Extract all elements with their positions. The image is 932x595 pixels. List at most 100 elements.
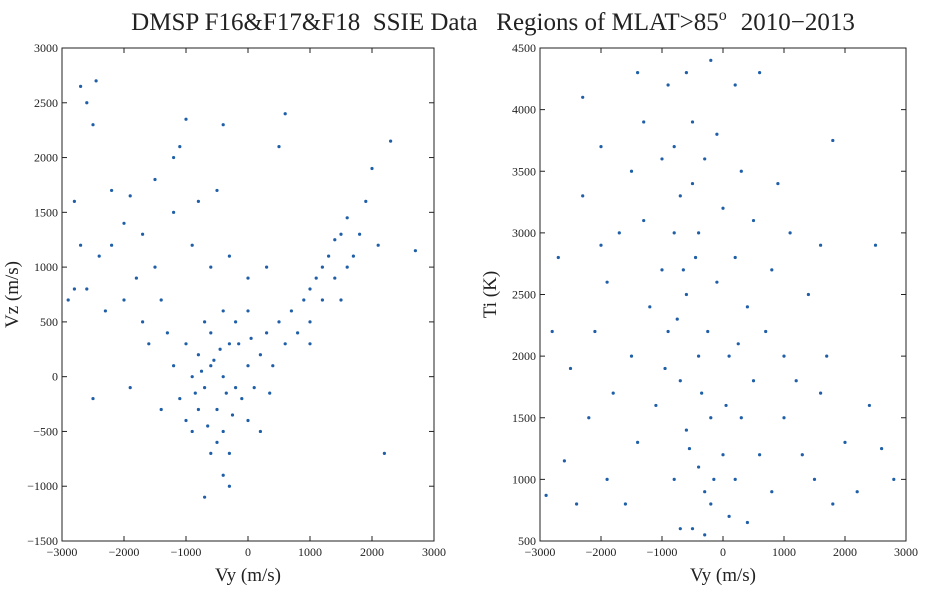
scatter-point [351, 254, 355, 258]
scatter-point [258, 353, 262, 357]
scatter-point [629, 354, 634, 358]
scatter-point [700, 391, 704, 395]
y-tick-label: 2000 [34, 151, 58, 165]
y-tick-label: 1500 [34, 205, 58, 219]
scatter-point [642, 120, 646, 124]
scatter-point [358, 232, 362, 236]
scatter-point [221, 375, 225, 379]
scatter-point [739, 416, 743, 420]
y-tick-label: 4000 [512, 103, 536, 117]
scatter-point [333, 276, 337, 280]
x-tick-label: 0 [720, 545, 726, 559]
y-tick-label: 3000 [512, 226, 536, 240]
scatter-point [736, 342, 740, 346]
scatter-point [370, 166, 374, 171]
scatter-point [855, 490, 859, 494]
scatter-point [203, 386, 207, 390]
scatter-point [234, 386, 238, 390]
scatter-point [721, 206, 725, 210]
scatter-point [193, 391, 197, 395]
scatter-point [623, 502, 628, 506]
x-tick-label: −3000 [525, 545, 556, 559]
scatter-point [246, 276, 250, 280]
scatter-point [758, 71, 762, 75]
scatter-point [636, 440, 640, 444]
scatter-point [712, 477, 716, 481]
scatter-point [819, 391, 823, 395]
scatter-point [675, 317, 679, 321]
scatter-point [184, 342, 188, 346]
scatter-point [209, 331, 213, 335]
scatter-point [79, 84, 83, 88]
scatter-point [258, 429, 262, 434]
scatter-point [709, 58, 713, 62]
scatter-point [413, 249, 417, 253]
scatter-point [230, 413, 235, 417]
x-tick-label: −2000 [109, 545, 140, 559]
scatter-point [110, 243, 114, 247]
y-tick-label: 2500 [512, 288, 536, 302]
scatter-point [697, 354, 701, 358]
y-tick-label: 2000 [512, 349, 536, 363]
scatter-point [745, 520, 750, 525]
scatter-point [709, 502, 713, 506]
scatter-point [617, 231, 621, 235]
scatter-point [666, 329, 670, 334]
scatter-point [172, 155, 176, 160]
scatter-point [794, 379, 798, 383]
scatter-point [308, 342, 312, 346]
scatter-point [184, 117, 188, 121]
scatter-point [72, 287, 76, 291]
scatter-point [277, 145, 281, 149]
scatter-point [706, 329, 710, 334]
scatter-point [599, 145, 603, 149]
x-tick-label: 2000 [833, 545, 857, 559]
scatter-point [593, 329, 597, 334]
x-tick-label: −2000 [586, 545, 617, 559]
plot-frame [61, 47, 435, 542]
y-tick-label: −1500 [27, 534, 58, 548]
x-tick-label: 2000 [360, 545, 384, 559]
scatter-point [203, 495, 207, 499]
scatter-point [79, 243, 83, 247]
y-tick-label: 4500 [512, 41, 536, 55]
plot [544, 58, 896, 537]
scatter-point [758, 453, 762, 457]
scatter-point [218, 347, 222, 351]
scatter-point [831, 502, 835, 506]
scatter-point [666, 83, 670, 87]
scatter-point [215, 407, 219, 412]
scatter-point [389, 139, 393, 143]
y-tick-label: −500 [33, 424, 58, 438]
scatter-point [240, 396, 244, 401]
y-tick-label: 0 [52, 370, 58, 384]
scatter-point [544, 493, 548, 497]
scatter-point [283, 342, 287, 346]
y-tick-label: 3000 [34, 41, 58, 55]
y-axis-label: Ti (K) [480, 271, 501, 318]
y-tick-label: 500 [40, 315, 58, 329]
scatter-point [224, 391, 228, 395]
scatter-point [575, 502, 579, 506]
scatter-point [764, 329, 768, 334]
scatter-point [227, 342, 231, 346]
scatter-point [715, 132, 719, 136]
scatter-point [320, 298, 324, 302]
scatter-point [605, 280, 609, 284]
x-tick-label: 0 [245, 545, 251, 559]
scatter-point [234, 320, 238, 324]
scatter-point [880, 446, 884, 451]
scatter-point [227, 451, 231, 455]
scatter-point [684, 428, 689, 432]
scatter-point [776, 181, 780, 186]
scatter-point [642, 218, 646, 223]
scatter-point [770, 268, 774, 272]
scatter-point [227, 484, 231, 488]
scatter-point [199, 369, 204, 373]
scatter-point [237, 342, 241, 346]
y-tick-label: 2500 [34, 96, 58, 110]
scatter-point [215, 188, 219, 193]
scatter-point [800, 453, 804, 457]
scatter-point [678, 379, 682, 383]
